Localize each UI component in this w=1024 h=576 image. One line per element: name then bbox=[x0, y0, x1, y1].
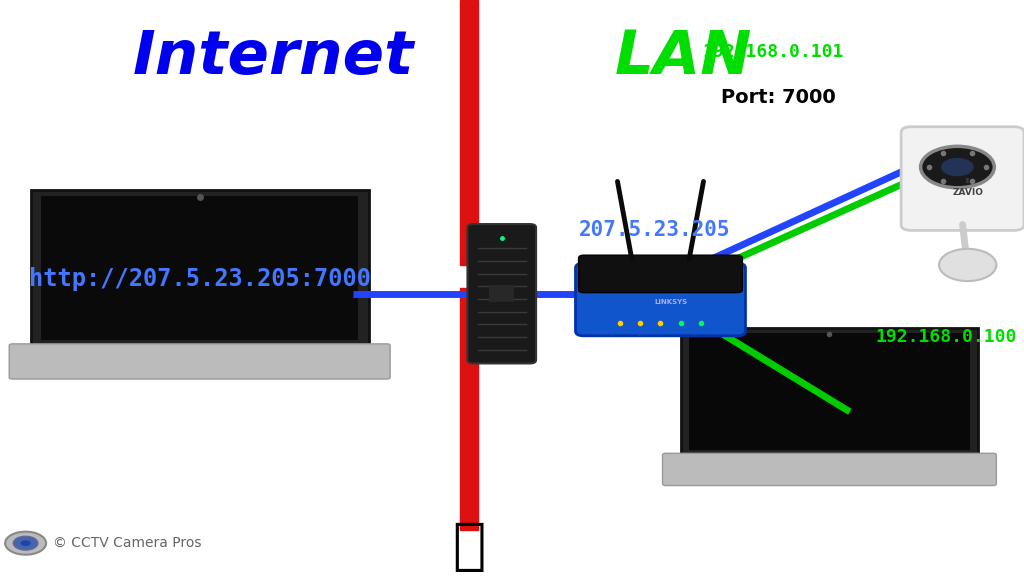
FancyBboxPatch shape bbox=[31, 190, 369, 346]
FancyBboxPatch shape bbox=[681, 328, 978, 455]
Text: LAN: LAN bbox=[614, 28, 752, 87]
Text: © CCTV Camera Pros: © CCTV Camera Pros bbox=[53, 536, 202, 550]
FancyBboxPatch shape bbox=[575, 263, 745, 336]
Circle shape bbox=[13, 536, 38, 550]
Bar bbox=[489, 285, 514, 302]
Bar bbox=[689, 333, 970, 450]
FancyBboxPatch shape bbox=[901, 127, 1024, 230]
Bar bbox=[460, 0, 478, 265]
Circle shape bbox=[20, 540, 31, 546]
Text: Port: 7000: Port: 7000 bbox=[721, 89, 836, 107]
FancyBboxPatch shape bbox=[467, 224, 537, 363]
Text: 207.5.23.205: 207.5.23.205 bbox=[579, 221, 730, 240]
Text: II: II bbox=[966, 179, 970, 184]
Circle shape bbox=[921, 146, 994, 188]
Circle shape bbox=[5, 532, 46, 555]
Text: 192.168.0.100: 192.168.0.100 bbox=[876, 328, 1017, 346]
FancyBboxPatch shape bbox=[663, 453, 996, 486]
Bar bbox=[460, 288, 478, 530]
Circle shape bbox=[939, 249, 996, 281]
Circle shape bbox=[941, 158, 974, 176]
Text: 192.168.0.101: 192.168.0.101 bbox=[702, 43, 844, 61]
FancyBboxPatch shape bbox=[9, 344, 390, 379]
Text: 🔥: 🔥 bbox=[453, 520, 485, 574]
Text: Internet: Internet bbox=[133, 28, 415, 87]
Bar bbox=[41, 196, 358, 340]
Text: http://207.5.23.205:7000: http://207.5.23.205:7000 bbox=[29, 267, 371, 291]
Text: ZAVIO: ZAVIO bbox=[952, 188, 983, 198]
Text: LINKSYS: LINKSYS bbox=[654, 300, 687, 305]
Bar bbox=[23, 367, 377, 377]
FancyBboxPatch shape bbox=[579, 255, 742, 293]
